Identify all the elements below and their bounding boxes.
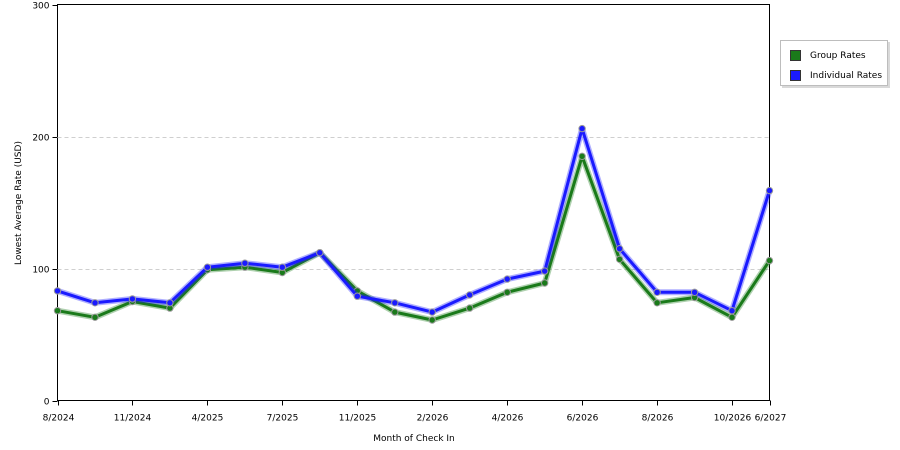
x-axis-title: Month of Check In	[373, 434, 455, 444]
group-rates-point	[466, 304, 474, 312]
group-rates-point	[615, 255, 624, 263]
individual-rates-point	[615, 245, 624, 253]
legend-item-group-rates: Group Rates	[790, 49, 866, 62]
individual-rates-point	[503, 275, 511, 283]
x-tick-label: 8/2026	[642, 414, 674, 424]
individual-rates-point	[541, 267, 549, 275]
individual-rates-point	[466, 291, 474, 299]
x-tick-label: 10/2026	[714, 414, 752, 424]
group-rates-point	[728, 313, 736, 321]
group-rates-point	[578, 152, 586, 161]
plot-area	[57, 4, 770, 401]
x-tick-label: 11/2025	[339, 414, 376, 424]
group-rates-swatch	[790, 50, 801, 61]
x-tick-label: 2/2026	[417, 414, 449, 424]
individual-rates-swatch	[790, 70, 801, 81]
individual-rates-point	[690, 288, 699, 296]
individual-rates-point	[728, 307, 736, 315]
group-rates-point	[91, 313, 99, 321]
group-rates-point	[53, 307, 62, 315]
group-rates-point	[765, 256, 774, 265]
series-layer	[53, 124, 774, 324]
x-tick-label: 8/2024	[43, 414, 75, 424]
y-tick-label: 0	[44, 398, 50, 408]
x-tick-label: 11/2024	[114, 414, 152, 424]
individual-rates-point	[53, 287, 62, 295]
legend-label-individual-rates: Individual Rates	[810, 70, 883, 81]
group-rates-point	[653, 299, 661, 307]
legend-label-group-rates: Group Rates	[810, 50, 866, 61]
group-rates-point	[391, 308, 399, 316]
group-rates-point	[428, 316, 436, 324]
y-axis-title: Lowest Average Rate (USD)	[14, 141, 24, 265]
y-tick-label: 300	[32, 2, 49, 12]
y-tick-label: 200	[32, 134, 49, 144]
x-tick-label: 6/2027	[755, 414, 787, 424]
legend-item-individual-rates: Individual Rates	[790, 69, 882, 82]
y-tick-label: 100	[32, 266, 49, 276]
group-rates-point	[541, 279, 549, 287]
legend: Group Rates Individual Rates	[780, 40, 888, 86]
x-tick-label: 7/2025	[267, 414, 299, 424]
individual-rates-point	[391, 299, 399, 307]
individual-rates-point	[428, 308, 436, 316]
individual-rates-point	[241, 259, 249, 267]
y-axis: 0 100 200 300	[32, 2, 58, 408]
individual-rates-point	[166, 299, 174, 307]
individual-rates-point	[316, 249, 324, 257]
x-axis: 8/2024 11/2024 4/2025 7/2025 11/2025 2/2026 4/…	[43, 400, 787, 424]
individual-rates-point	[128, 295, 137, 303]
x-tick-label: 4/2025	[192, 414, 224, 424]
individual-rates-point	[353, 292, 361, 300]
group-rates-line	[57, 154, 771, 322]
x-tick-label: 6/2026	[567, 414, 599, 424]
individual-rates-point	[765, 186, 774, 195]
individual-rates-point	[278, 263, 286, 271]
group-rates-point	[503, 288, 511, 296]
individual-rates-point	[91, 299, 99, 307]
individual-rates-point	[203, 263, 212, 271]
individual-rates-point	[653, 288, 661, 296]
x-tick-label: 4/2026	[492, 414, 524, 424]
individual-rates-line	[57, 127, 771, 314]
individual-rates-point	[578, 124, 586, 133]
